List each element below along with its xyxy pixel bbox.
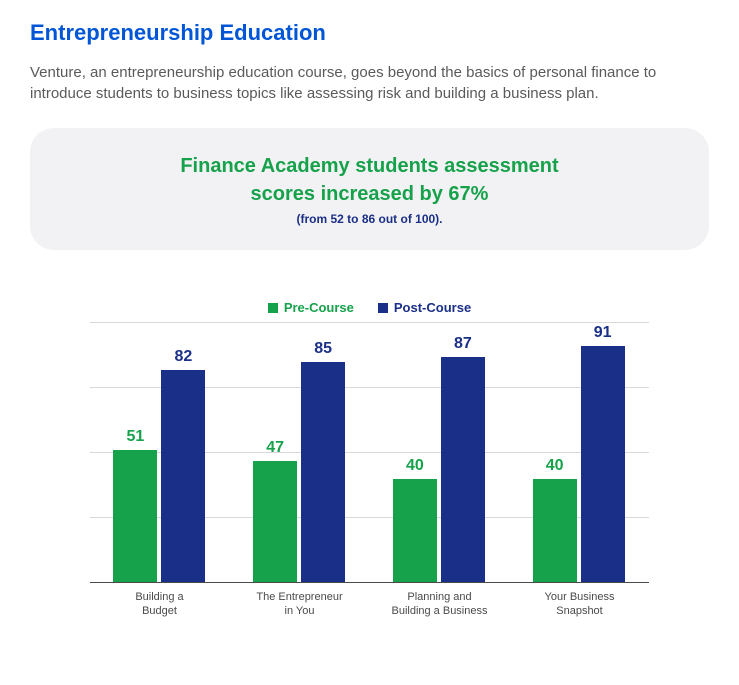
section-title: Entrepreneurship Education [30, 20, 709, 46]
x-axis-label: The Entrepreneurin You [230, 591, 370, 619]
bar-value-label: 91 [594, 324, 612, 342]
x-axis-label: Your BusinessSnapshot [510, 591, 650, 619]
bar-group: 4087 [369, 323, 509, 583]
bar-group: 4785 [229, 323, 369, 583]
bar-group: 5182 [90, 323, 230, 583]
highlight-box: Finance Academy students assessment scor… [30, 128, 709, 250]
legend-item-post: Post-Course [378, 300, 471, 315]
bar-pre: 47 [253, 461, 297, 583]
bar-value-label: 47 [266, 439, 284, 457]
bar-post: 87 [441, 357, 485, 583]
legend-label-post: Post-Course [394, 300, 471, 315]
intro-text: Venture, an entrepreneurship education c… [30, 62, 709, 104]
chart-area: 5182478540874091 Building aBudgetThe Ent… [90, 323, 650, 619]
x-axis-label: Planning andBuilding a Business [370, 591, 510, 619]
bar-pre: 40 [533, 479, 577, 583]
x-axis-line [90, 582, 649, 583]
chart: Pre-Course Post-Course 5182478540874091 … [90, 300, 650, 619]
x-axis-label: Building aBudget [90, 591, 230, 619]
legend-swatch-post [378, 303, 388, 313]
bar-value-label: 40 [406, 457, 424, 475]
highlight-line2: scores increased by 67% [251, 183, 489, 205]
bar-value-label: 51 [126, 428, 144, 446]
bar-post: 82 [161, 370, 205, 583]
bar-value-label: 82 [174, 348, 192, 366]
bar-post: 85 [301, 362, 345, 583]
bar-group: 4091 [509, 323, 649, 583]
legend-swatch-pre [268, 303, 278, 313]
legend-item-pre: Pre-Course [268, 300, 354, 315]
bar-pre: 40 [393, 479, 437, 583]
bar-pre: 51 [113, 450, 157, 583]
highlight-sub: (from 52 to 86 out of 100). [70, 212, 669, 226]
plot-area: 5182478540874091 [90, 323, 650, 583]
highlight-line1: Finance Academy students assessment [180, 155, 558, 177]
bar-value-label: 87 [454, 335, 472, 353]
bar-value-label: 85 [314, 340, 332, 358]
bar-post: 91 [581, 346, 625, 583]
legend: Pre-Course Post-Course [90, 300, 650, 315]
bar-groups: 5182478540874091 [90, 323, 649, 583]
legend-label-pre: Pre-Course [284, 300, 354, 315]
x-axis-labels: Building aBudgetThe Entrepreneurin YouPl… [90, 591, 650, 619]
highlight-main: Finance Academy students assessment scor… [70, 152, 669, 208]
bar-value-label: 40 [546, 457, 564, 475]
